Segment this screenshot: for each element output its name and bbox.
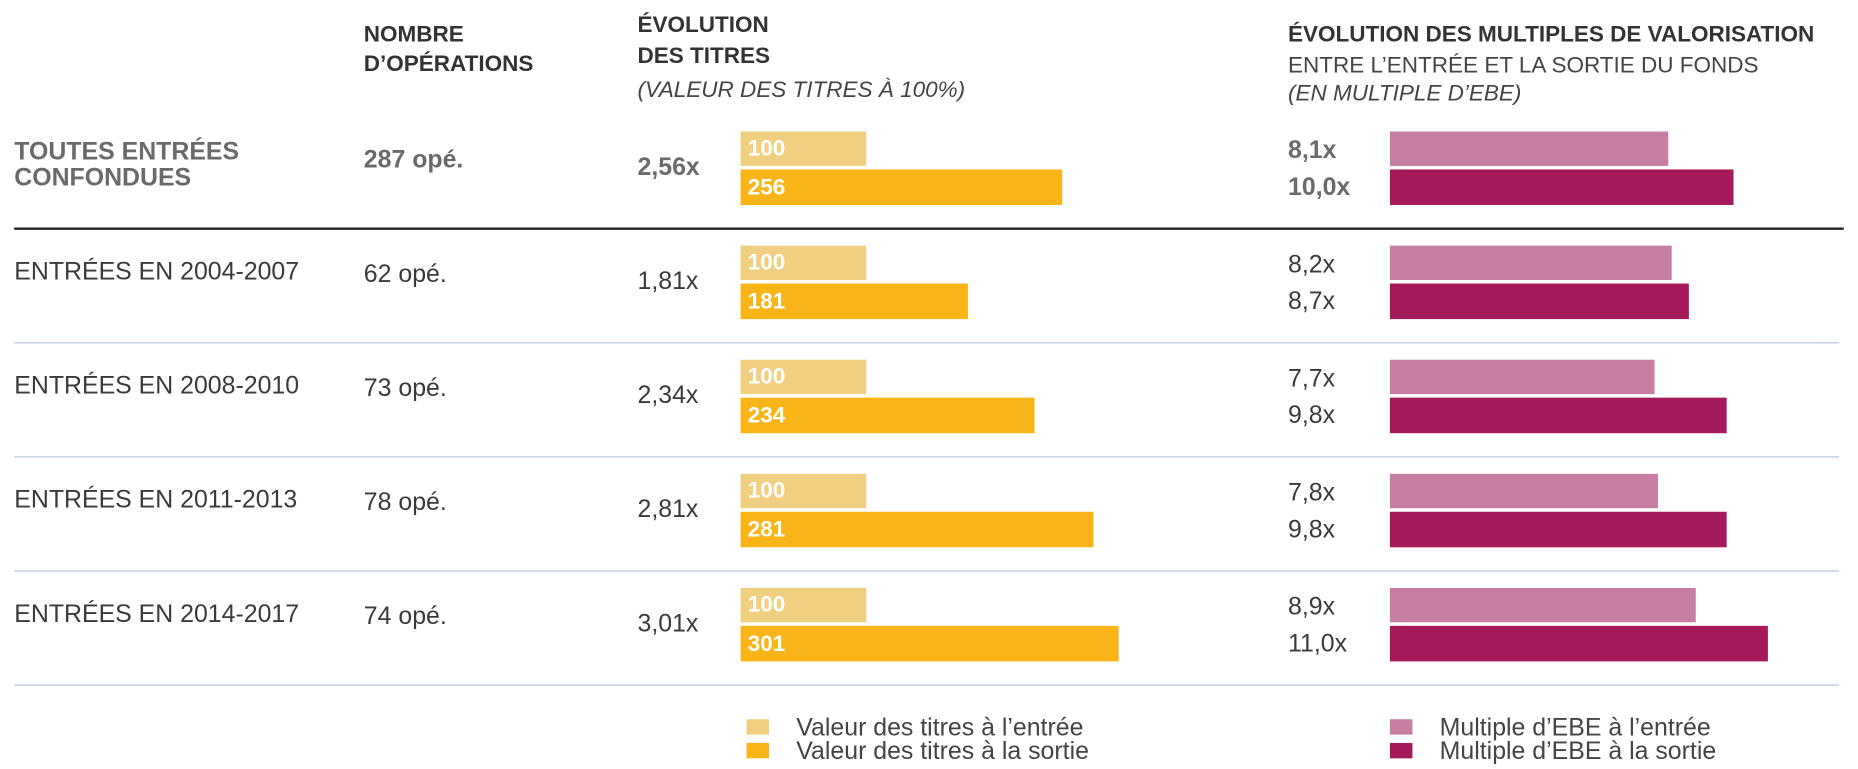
multiple-label: 7,7x — [1288, 364, 1336, 392]
bar-label: 301 — [748, 631, 786, 656]
multiple-label: 8,2x — [1288, 250, 1336, 278]
bar-label: 234 — [748, 403, 786, 428]
row-label: TOUTES ENTRÉES — [14, 136, 239, 165]
row-label: ENTRÉES EN 2008-2010 — [14, 371, 299, 400]
bar-multiple-entry — [1389, 473, 1658, 509]
header-multiples: ÉVOLUTION DES MULTIPLES DE VALORISATION — [1288, 22, 1814, 47]
bar-label: 281 — [748, 517, 786, 542]
evolution: 1,81x — [638, 267, 699, 295]
header-titles: ÉVOLUTION — [638, 12, 769, 37]
operations: 78 opé. — [364, 488, 447, 516]
bar-titles-exit — [740, 625, 1119, 662]
bar-multiple-exit — [1389, 169, 1734, 205]
evolution: 3,01x — [638, 609, 699, 637]
bar-label: 100 — [748, 478, 786, 503]
row-label: ENTRÉES EN 2004-2007 — [14, 256, 299, 285]
multiple-label: 11,0x — [1288, 629, 1348, 657]
legend-swatch — [1389, 719, 1413, 735]
header-multiples-note: (EN MULTIPLE D’EBE) — [1288, 81, 1521, 106]
row-label: CONFONDUES — [14, 163, 191, 191]
multiple-label: 8,9x — [1288, 593, 1336, 621]
row-label: ENTRÉES EN 2014-2017 — [14, 599, 299, 628]
operations: 62 opé. — [364, 260, 447, 288]
bar-titles-entry — [740, 131, 867, 166]
header-operations: D’OPÉRATIONS — [364, 51, 534, 76]
bar-titles-exit — [740, 169, 1063, 205]
bar-titles-entry — [740, 587, 867, 623]
legend-label: Multiple d’EBE à l’entrée — [1440, 713, 1711, 741]
evolution: 2,81x — [638, 495, 699, 523]
multiple-label: 7,8x — [1288, 479, 1336, 507]
bar-multiple-entry — [1389, 245, 1672, 280]
legend-label: Valeur des titres à l’entrée — [796, 713, 1083, 741]
bar-titles-exit — [740, 511, 1094, 548]
legend-label: Valeur des titres à la sortie — [796, 737, 1089, 765]
header-multiples-sub: ENTRE L’ENTRÉE ET LA SORTIE DU FONDS — [1288, 52, 1759, 77]
operations: 74 opé. — [364, 602, 447, 630]
multiple-label: 10,0x — [1288, 173, 1350, 201]
header-titles: DES TITRES — [638, 43, 771, 68]
multiple-label: 9,8x — [1288, 401, 1336, 429]
multiple-label: 8,7x — [1288, 287, 1336, 315]
bar-label: 100 — [748, 592, 786, 617]
operations: 73 opé. — [364, 374, 447, 402]
evolution: 2,34x — [638, 381, 699, 409]
multiple-label: 9,8x — [1288, 515, 1336, 543]
bar-label: 181 — [748, 288, 786, 313]
header-operations: NOMBRE — [364, 22, 464, 47]
bar-titles-exit — [740, 283, 968, 320]
legend-swatch — [1389, 742, 1413, 759]
bar-label: 256 — [748, 174, 786, 199]
bar-label: 100 — [748, 135, 786, 160]
legend-swatch — [746, 742, 770, 759]
legend-swatch — [746, 719, 770, 735]
bar-titles-exit — [740, 397, 1035, 434]
bar-label: 100 — [748, 249, 786, 274]
bar-titles-entry — [740, 245, 867, 280]
bar-multiple-exit — [1389, 511, 1727, 548]
bar-label: 100 — [748, 363, 786, 388]
operations: 287 opé. — [364, 146, 464, 174]
bar-titles-entry — [740, 359, 867, 395]
evolution: 2,56x — [638, 153, 700, 181]
bar-multiple-exit — [1389, 397, 1727, 434]
multiple-label: 8,1x — [1288, 136, 1337, 164]
row-label: ENTRÉES EN 2011-2013 — [14, 485, 297, 514]
bar-multiple-entry — [1389, 359, 1655, 395]
bar-titles-entry — [740, 473, 867, 509]
bar-multiple-entry — [1389, 587, 1696, 623]
bar-multiple-entry — [1389, 131, 1669, 166]
bar-multiple-exit — [1389, 283, 1689, 320]
bar-multiple-exit — [1389, 625, 1768, 662]
legend-label: Multiple d’EBE à la sortie — [1440, 737, 1717, 765]
header-titles-note: (VALEUR DES TITRES À 100%) — [638, 77, 966, 102]
